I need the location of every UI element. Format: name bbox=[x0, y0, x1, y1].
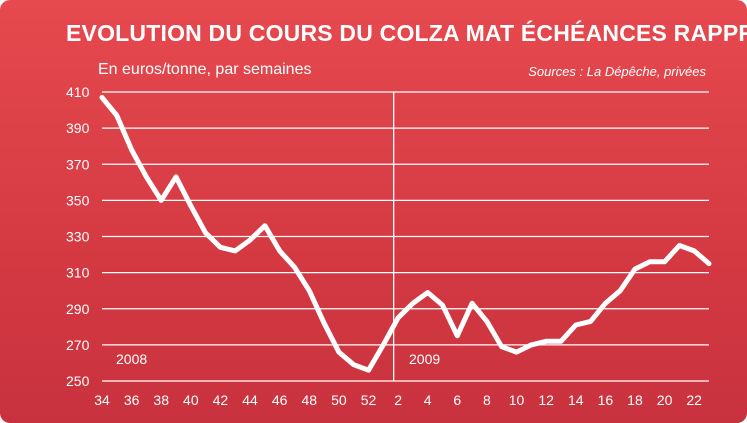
data-point bbox=[470, 301, 474, 305]
x-tick-label: 52 bbox=[361, 392, 377, 408]
data-point bbox=[500, 345, 504, 349]
data-point bbox=[574, 323, 578, 327]
data-point bbox=[707, 262, 711, 266]
data-point bbox=[603, 301, 607, 305]
data-point bbox=[589, 319, 593, 323]
data-point bbox=[159, 198, 163, 202]
data-point bbox=[515, 350, 518, 354]
x-tick-label: 50 bbox=[331, 392, 347, 408]
chart-source: Sources : La Dépêche, privées bbox=[528, 64, 706, 79]
y-tick-label: 350 bbox=[66, 192, 90, 208]
y-axis-ticks: 410 390 370 350 330 310 290 270 250 bbox=[66, 84, 90, 389]
x-tick-label: 34 bbox=[94, 392, 110, 408]
data-point bbox=[692, 249, 696, 253]
x-tick-label: 46 bbox=[272, 392, 288, 408]
x-tick-label: 36 bbox=[124, 392, 140, 408]
x-tick-label: 8 bbox=[483, 392, 491, 408]
x-tick-label: 14 bbox=[568, 392, 584, 408]
data-point bbox=[130, 148, 134, 152]
data-point bbox=[381, 343, 385, 347]
data-point bbox=[144, 175, 148, 179]
data-point bbox=[411, 301, 415, 305]
x-tick-label: 20 bbox=[657, 392, 673, 408]
data-point bbox=[322, 321, 326, 325]
x-tick-label: 44 bbox=[242, 392, 258, 408]
data-point bbox=[544, 339, 548, 343]
x-tick-label: 18 bbox=[627, 392, 643, 408]
series-layer bbox=[99, 94, 712, 373]
x-tick-label: 6 bbox=[453, 392, 461, 408]
y-tick-label: 370 bbox=[66, 156, 90, 172]
year-label: 2008 bbox=[116, 351, 147, 367]
data-point bbox=[189, 204, 193, 208]
y-tick-label: 290 bbox=[66, 301, 90, 317]
data-point bbox=[204, 231, 208, 235]
x-axis-ticks: 34 36 38 40 42 44 46 48 50 52 2 4 6 8 10 12 14 16 18 20 22 bbox=[94, 392, 702, 408]
x-tick-label: 42 bbox=[213, 392, 229, 408]
data-point bbox=[233, 249, 237, 253]
data-point bbox=[648, 260, 652, 264]
chart-title: EVOLUTION DU COURS DU COLZA MAT ÉCHÉANCE… bbox=[66, 19, 747, 46]
year-labels: 2008 2009 bbox=[116, 351, 440, 367]
data-point bbox=[396, 316, 400, 320]
grid bbox=[102, 91, 709, 382]
x-tick-label: 4 bbox=[424, 392, 432, 408]
x-tick-label: 22 bbox=[686, 392, 702, 408]
x-tick-label: 2 bbox=[394, 392, 402, 408]
y-tick-label: 410 bbox=[66, 84, 90, 100]
data-point bbox=[441, 303, 444, 307]
data-point bbox=[426, 291, 430, 294]
chart-subtitle: En euros/tonne, par semaines bbox=[98, 61, 311, 78]
data-point bbox=[485, 319, 489, 323]
year-label: 2009 bbox=[409, 351, 440, 367]
x-tick-label: 16 bbox=[598, 392, 614, 408]
data-point bbox=[248, 238, 252, 242]
data-point bbox=[278, 249, 282, 253]
x-tick-label: 48 bbox=[301, 392, 317, 408]
data-point bbox=[337, 350, 341, 354]
y-tick-label: 390 bbox=[66, 120, 90, 136]
x-tick-label: 12 bbox=[538, 392, 554, 408]
data-point bbox=[618, 289, 622, 293]
data-point bbox=[559, 339, 563, 343]
y-tick-label: 270 bbox=[66, 337, 90, 353]
data-point bbox=[263, 224, 267, 228]
data-point bbox=[633, 267, 637, 271]
data-point bbox=[663, 260, 667, 264]
data-point bbox=[529, 343, 533, 347]
x-tick-label: 38 bbox=[153, 392, 169, 408]
data-point bbox=[100, 95, 104, 99]
data-point bbox=[367, 368, 370, 372]
data-point bbox=[293, 265, 296, 269]
data-point bbox=[174, 175, 178, 179]
x-tick-label: 40 bbox=[183, 392, 199, 408]
y-tick-label: 250 bbox=[66, 373, 90, 389]
data-point bbox=[115, 114, 119, 117]
y-tick-label: 310 bbox=[66, 265, 90, 281]
data-point bbox=[352, 363, 356, 367]
series-line bbox=[99, 94, 712, 373]
x-tick-label: 10 bbox=[509, 392, 525, 408]
data-point bbox=[677, 244, 681, 247]
data-point bbox=[455, 334, 459, 338]
data-point bbox=[218, 245, 222, 249]
data-point bbox=[307, 289, 311, 293]
y-tick-label: 330 bbox=[66, 229, 90, 245]
